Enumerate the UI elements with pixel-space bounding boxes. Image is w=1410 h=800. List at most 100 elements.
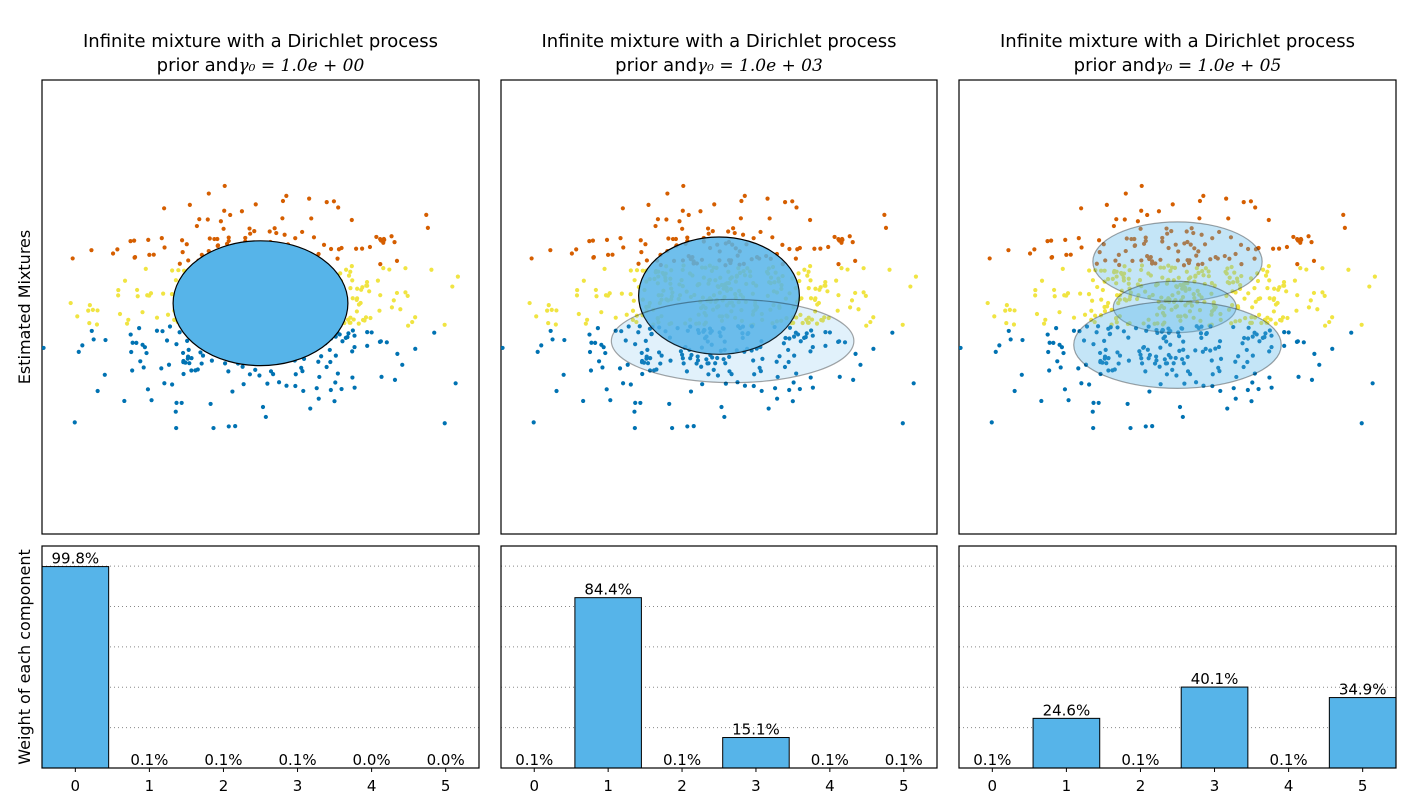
sample-point — [871, 315, 876, 320]
sample-point — [1257, 312, 1262, 317]
sample-point — [1229, 321, 1234, 326]
sample-point — [268, 369, 274, 374]
x-tick-label: 4 — [367, 777, 377, 795]
sample-point — [138, 359, 143, 364]
sample-point — [816, 300, 821, 306]
sample-point — [1272, 286, 1277, 291]
sample-point — [863, 293, 868, 298]
sample-point — [1162, 357, 1167, 362]
sample-point — [1225, 266, 1230, 271]
sample-point — [1295, 262, 1300, 267]
sample-point — [1143, 289, 1148, 294]
sample-point — [1138, 352, 1143, 357]
sample-point — [1043, 317, 1048, 322]
sample-point — [1320, 266, 1325, 271]
sample-point — [790, 399, 795, 404]
sample-point — [826, 315, 831, 321]
sample-point — [1130, 258, 1135, 263]
sample-point — [554, 308, 559, 313]
sample-point — [134, 287, 140, 293]
sample-point — [1045, 239, 1050, 244]
sample-point — [1046, 349, 1051, 355]
sample-point — [827, 330, 833, 335]
sample-point — [610, 252, 615, 257]
sample-point — [1189, 226, 1194, 231]
sample-point — [723, 381, 728, 386]
x-tick-label: 2 — [219, 777, 229, 795]
sample-point — [643, 242, 648, 247]
sample-point — [787, 246, 792, 252]
sample-point — [348, 286, 353, 291]
sample-point — [604, 387, 609, 392]
sample-point — [1150, 292, 1155, 298]
sample-point — [1052, 294, 1057, 299]
sample-point — [787, 336, 792, 341]
sample-point — [1086, 292, 1092, 297]
sample-point — [1084, 324, 1090, 329]
sample-point — [890, 330, 895, 335]
sample-point — [786, 347, 791, 353]
sample-point — [832, 234, 837, 240]
sample-point — [700, 382, 705, 387]
sample-point — [1238, 283, 1243, 288]
sample-point — [333, 380, 338, 385]
sample-point — [1342, 225, 1347, 231]
plot-frame — [41, 545, 480, 769]
sample-point — [185, 356, 190, 361]
sample-point — [1146, 356, 1151, 361]
sample-point — [1181, 347, 1186, 352]
sample-point — [1071, 328, 1077, 333]
sample-point — [1217, 229, 1222, 235]
sample-point — [1150, 424, 1155, 429]
sample-point — [1124, 298, 1129, 303]
sample-point — [1051, 287, 1057, 293]
sample-point — [228, 212, 233, 218]
sample-point — [1143, 235, 1148, 240]
sample-point — [1301, 340, 1306, 345]
sample-point — [1255, 278, 1261, 284]
sample-point — [165, 312, 171, 317]
sample-point — [218, 219, 224, 224]
sample-point — [802, 267, 807, 272]
sample-point — [378, 339, 384, 344]
sample-point — [1102, 309, 1108, 314]
sample-point — [699, 364, 704, 369]
bar — [722, 737, 790, 769]
sample-point — [1124, 236, 1129, 241]
sample-point — [1193, 274, 1198, 279]
sample-point — [645, 347, 650, 352]
sample-point — [1224, 271, 1229, 276]
sample-point — [1276, 246, 1282, 251]
sample-point — [1284, 244, 1290, 250]
sample-point — [1254, 332, 1259, 337]
sample-point — [602, 266, 607, 271]
sample-point — [644, 258, 649, 263]
sample-point — [632, 409, 637, 414]
sample-point — [681, 361, 686, 366]
sample-point — [670, 425, 675, 431]
sample-point — [149, 398, 154, 403]
sample-point — [1294, 308, 1299, 313]
sample-point — [600, 365, 605, 370]
sample-point — [808, 278, 813, 283]
sample-point — [1308, 298, 1313, 303]
sample-point — [1007, 307, 1012, 312]
y-axis-label: Weight of each component — [15, 549, 34, 765]
sample-point — [381, 266, 386, 271]
sample-point — [742, 383, 748, 388]
sample-point — [1237, 318, 1242, 323]
sample-point — [654, 367, 659, 372]
sample-point — [667, 401, 672, 407]
sample-point — [87, 320, 92, 326]
sample-point — [1256, 386, 1261, 392]
sample-point — [882, 212, 887, 217]
sample-point — [1259, 320, 1264, 326]
x-tick-label: 1 — [603, 777, 613, 795]
sample-point — [1155, 321, 1160, 326]
sample-point — [89, 328, 94, 334]
sample-point — [144, 350, 149, 356]
scatter-panel-0: Infinite mixture with a Dirichlet proces… — [15, 31, 480, 535]
sample-point — [553, 322, 558, 327]
sample-point — [176, 268, 181, 273]
sample-point — [1271, 297, 1276, 302]
